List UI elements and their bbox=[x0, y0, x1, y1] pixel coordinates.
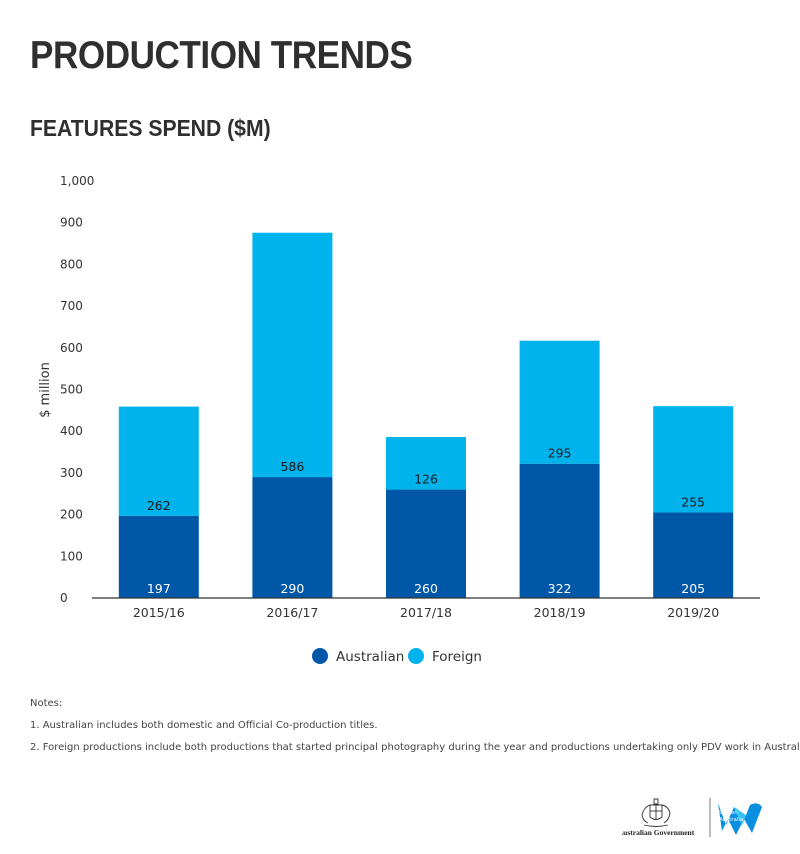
coat-of-arms-icon bbox=[641, 798, 671, 827]
footer-logos: Australian Government Screen Australia bbox=[622, 798, 762, 837]
bar-australian-1 bbox=[252, 477, 333, 598]
chart-title: FEATURES SPEND ($M) bbox=[30, 115, 271, 141]
data-label-australian-1: 290 bbox=[280, 581, 304, 596]
x-tick-label-3: 2018/19 bbox=[534, 605, 586, 620]
data-label-australian-2: 260 bbox=[414, 581, 438, 596]
y-tick-label-9: 900 bbox=[60, 216, 83, 230]
notes-heading: Notes: bbox=[30, 698, 63, 709]
screen-logo-line1: Screen bbox=[719, 810, 738, 816]
screen-australia-logo-icon bbox=[718, 803, 762, 835]
notes: Notes: 1. Australian includes both domes… bbox=[30, 698, 800, 764]
x-tick-label-1: 2016/17 bbox=[266, 605, 318, 620]
note-item-1: 1. Australian includes both domestic and… bbox=[30, 720, 378, 731]
y-tick-label-2: 200 bbox=[60, 508, 83, 522]
y-tick-label-5: 500 bbox=[60, 383, 83, 397]
screen-logo-line2: Australia bbox=[719, 817, 743, 823]
bar-foreign-3 bbox=[519, 340, 600, 464]
data-label-foreign-1: 586 bbox=[280, 459, 304, 474]
legend-label-australian: Australian bbox=[336, 649, 404, 665]
data-label-australian-4: 205 bbox=[681, 581, 705, 596]
bar-australian-2 bbox=[386, 489, 466, 598]
bar-australian-0 bbox=[118, 515, 199, 598]
bar-foreign-0 bbox=[118, 406, 199, 516]
y-tick-label-0: 0 bbox=[60, 591, 68, 605]
x-tick-label-0: 2015/16 bbox=[133, 605, 185, 620]
data-label-foreign-4: 255 bbox=[681, 495, 705, 510]
features-spend-chart: 0 100 200 300 400 500 600 700 800 900 1,000 $ milli… bbox=[38, 174, 760, 665]
page-title: PRODUCTION TRENDS bbox=[30, 34, 413, 77]
bar-foreign-1 bbox=[252, 232, 333, 478]
y-tick-label-1: 100 bbox=[60, 549, 83, 563]
y-tick-label-6: 600 bbox=[60, 341, 83, 355]
government-logo-text: Australian Government bbox=[622, 828, 695, 837]
y-tick-label-8: 800 bbox=[60, 257, 83, 271]
x-tick-label-2: 2017/18 bbox=[400, 605, 452, 620]
legend-marker-australian bbox=[312, 648, 328, 664]
y-tick-label-4: 400 bbox=[60, 424, 83, 438]
note-item-2: 2. Foreign productions include both prod… bbox=[30, 742, 800, 753]
data-label-foreign-2: 126 bbox=[414, 472, 438, 487]
data-label-foreign-3: 295 bbox=[548, 446, 572, 461]
bar-australian-4 bbox=[653, 512, 734, 598]
legend-marker-foreign bbox=[408, 648, 424, 664]
y-tick-label-10: 1,000 bbox=[60, 174, 94, 188]
data-label-foreign-0: 262 bbox=[147, 498, 171, 513]
x-tick-label-4: 2019/20 bbox=[667, 605, 719, 620]
bar-foreign-2 bbox=[386, 437, 466, 490]
data-label-australian-3: 322 bbox=[548, 581, 572, 596]
y-tick-label-3: 300 bbox=[60, 466, 83, 480]
bar-australian-3 bbox=[519, 463, 600, 598]
data-label-australian-0: 197 bbox=[147, 581, 171, 596]
legend-label-foreign: Foreign bbox=[432, 649, 482, 665]
bar-foreign-4 bbox=[653, 406, 734, 513]
y-axis-label: $ million bbox=[38, 362, 53, 418]
y-tick-label-7: 700 bbox=[60, 299, 83, 313]
